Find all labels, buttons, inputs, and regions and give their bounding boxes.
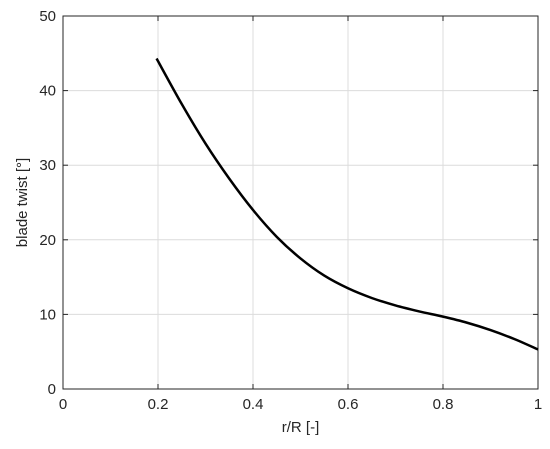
y-tick-label: 30	[39, 157, 56, 174]
x-tick-label: 0.8	[433, 396, 454, 413]
y-axis-ticks: 0 10 20 30 40 50	[39, 8, 538, 398]
grid-lines	[63, 16, 538, 389]
y-tick-label: 10	[39, 306, 56, 323]
x-tick-label: 0.2	[148, 396, 169, 413]
x-tick-label: 1	[534, 396, 542, 413]
y-axis-label: blade twist [°]	[14, 158, 31, 247]
x-tick-label: 0.6	[338, 396, 359, 413]
y-tick-label: 20	[39, 232, 56, 249]
x-tick-label: 0	[59, 396, 67, 413]
plot-frame	[62, 15, 539, 390]
x-tick-label: 0.4	[243, 396, 264, 413]
y-tick-label: 50	[39, 8, 56, 25]
y-tick-label: 0	[48, 381, 56, 398]
series-group	[155, 57, 539, 351]
blade-twist-line	[155, 57, 539, 351]
plot-background	[63, 16, 538, 389]
x-axis-ticks: 0 0.2 0.4 0.6 0.8 1	[59, 16, 542, 413]
y-tick-label: 40	[39, 83, 56, 100]
x-axis-label: r/R [-]	[282, 419, 320, 436]
